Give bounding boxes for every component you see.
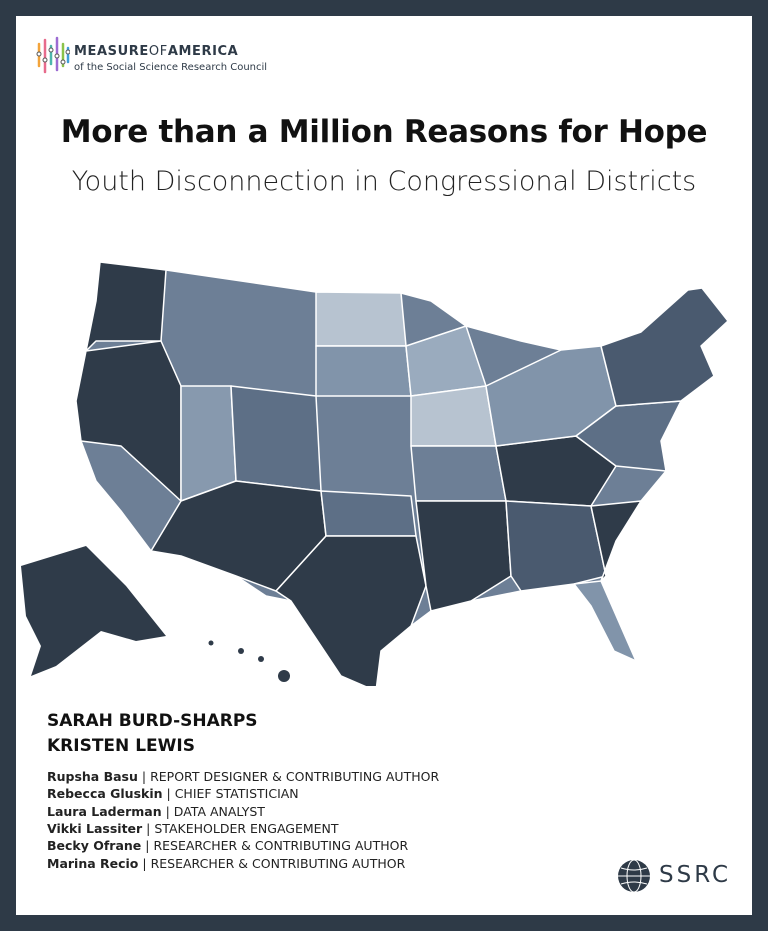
contributor: Marina Recio | RESEARCHER & CONTRIBUTING… <box>47 856 405 871</box>
logo-mark <box>36 36 70 74</box>
contributor-name: Marina Recio <box>47 855 139 871</box>
brand-of: OF <box>148 44 168 59</box>
contributor-role: RESEARCHER & CONTRIBUTING AUTHOR <box>153 838 409 854</box>
author: KRISTEN LEWIS <box>47 736 195 756</box>
separator: | <box>141 769 147 784</box>
title: More than a Million Reasons for Hope <box>60 114 708 150</box>
contributor: Rebecca Gluskin | CHIEF STATISTICIAN <box>47 786 299 801</box>
contributor-name: Becky Ofrane <box>47 838 142 854</box>
contributor-role: REPORT DESIGNER & CONTRIBUTING AUTHOR <box>150 769 440 784</box>
us-map <box>21 261 729 686</box>
separator: | <box>166 786 171 802</box>
separator: | <box>145 838 150 854</box>
contributor-name: Rupsha Basu <box>47 769 138 784</box>
separator: | <box>142 855 147 871</box>
contributor-role: RESEARCHER & CONTRIBUTING AUTHOR <box>150 855 406 871</box>
brand-measure: MEASURE <box>74 44 149 59</box>
contributor: Becky Ofrane | RESEARCHER & CONTRIBUTING… <box>47 838 408 853</box>
separator: | <box>165 803 170 819</box>
brand-america: AMERICA <box>167 44 239 59</box>
contributor: Rupsha Basu | REPORT DESIGNER & CONTRIBU… <box>47 769 439 784</box>
brand-name: MEASUREOFAMERICA <box>74 44 238 59</box>
separator: | <box>146 820 151 836</box>
subtitle: Youth Disconnection in Congressional Dis… <box>71 166 697 197</box>
contributor: Vikki Lassiter | STAKEHOLDER ENGAGEMENT <box>47 821 339 836</box>
author: SARAH BURD-SHARPS <box>47 711 258 731</box>
contributor-role: CHIEF STATISTICIAN <box>174 786 299 802</box>
contributor: Laura Laderman | DATA ANALYST <box>47 804 265 819</box>
ssrc-globe <box>618 859 650 893</box>
contributor-name: Rebecca Gluskin <box>47 786 163 802</box>
cover-page: MEASUREOFAMERICA of the Social Science R… <box>16 16 752 915</box>
publisher: SSRC <box>659 862 732 888</box>
contributor-role: STAKEHOLDER ENGAGEMENT <box>154 820 339 836</box>
contributor-role: DATA ANALYST <box>173 803 265 819</box>
contributor-name: Laura Laderman <box>47 803 162 819</box>
contributor-name: Vikki Lassiter <box>47 820 143 836</box>
brand-tagline: of the Social Science Research Council <box>74 62 268 73</box>
